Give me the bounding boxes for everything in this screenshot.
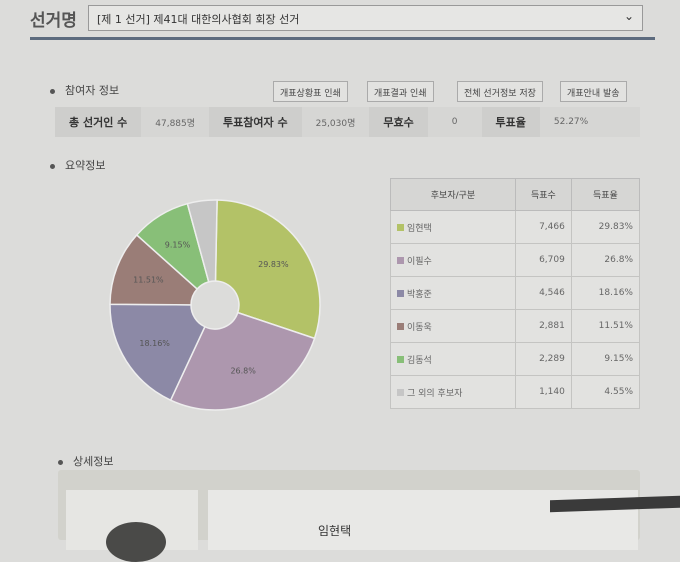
legend-swatch [397, 256, 404, 264]
send-notice-button[interactable]: 개표안내 발송 [560, 81, 627, 102]
turnout-count-label: 투표참여자 수 [209, 107, 302, 137]
legend-swatch [397, 289, 404, 297]
candidate-cell: 이필수 [390, 243, 516, 277]
slice-label: 18.16% [139, 339, 170, 348]
col-pct: 득표율 [570, 178, 641, 211]
table-row: 임현택 7,466 29.83% [390, 210, 641, 244]
election-select-value: [제 1 선거] 제41대 대한의사협회 회장 선거 [97, 13, 300, 26]
candidate-name: 이필수 [407, 256, 432, 267]
candidate-cell: 임현택 [390, 210, 516, 244]
slice-label: 11.51% [133, 275, 164, 284]
print-status-button[interactable]: 개표상황표 인쇄 [273, 81, 348, 102]
candidate-cell: 그 외의 후보자 [390, 375, 516, 409]
pct-cell: 9.15% [570, 342, 641, 376]
legend-swatch [397, 355, 404, 363]
votes-cell: 2,289 [515, 342, 572, 376]
pct-cell: 4.55% [570, 375, 641, 409]
invalid-value: 0 [451, 117, 458, 127]
table-row: 이동욱 2,881 11.51% [390, 309, 641, 343]
detail-title: 상세정보 [58, 453, 113, 469]
participants-title: 참여자 정보 [50, 82, 119, 98]
table-row: 그 외의 후보자 1,140 4.55% [390, 375, 641, 409]
pie-slice [109, 303, 206, 402]
slice-label: 9.15% [165, 240, 191, 249]
votes-cell: 1,140 [515, 375, 572, 409]
summary-title: 요약정보 [50, 157, 105, 173]
print-result-button[interactable]: 개표결과 인쇄 [367, 81, 434, 102]
candidate-cell: 김동석 [390, 342, 516, 376]
candidate-name: 김동석 [407, 355, 432, 366]
donut-chart: 29.83% 26.8% 18.16% 11.51% 9.15% [109, 199, 321, 411]
votes-cell: 4,546 [515, 276, 572, 310]
total-voters-label: 총 선거인 수 [55, 107, 142, 137]
pct-cell: 18.16% [570, 276, 641, 310]
legend-swatch [397, 388, 404, 396]
election-select[interactable]: [제 1 선거] 제41대 대한의사협회 회장 선거 ⌄ [88, 5, 643, 31]
table-row: 이필수 6,709 26.8% [390, 243, 641, 277]
col-votes: 득표수 [515, 178, 572, 211]
header-divider [30, 37, 655, 40]
invalid-label: 무효수 [369, 107, 428, 137]
total-voters-value: 47,885명 [155, 118, 196, 129]
candidate-name: 임현택 [407, 223, 432, 234]
col-candidate: 후보자/구분 [390, 178, 516, 211]
pie-slice [169, 311, 316, 411]
candidate-cell: 박홍준 [390, 276, 516, 310]
candidate-name: 박홍준 [407, 289, 432, 300]
candidate-cell: 이동욱 [390, 309, 516, 343]
table-row: 김동석 2,289 9.15% [390, 342, 641, 376]
slice-label: 29.83% [258, 260, 289, 269]
turnout-count-value: 25,030명 [315, 118, 356, 129]
turnout-rate-label: 투표율 [481, 107, 540, 137]
table-row: 박홍준 4,546 18.16% [390, 276, 641, 310]
pct-cell: 11.51% [570, 309, 641, 343]
votes-cell: 6,709 [515, 243, 572, 277]
pie-slice [186, 199, 218, 283]
turnout-rate-value: 52.27% [553, 117, 589, 127]
candidate-photo [66, 490, 198, 562]
candidate-name: 그 외의 후보자 [407, 388, 463, 399]
legend-swatch [397, 322, 404, 330]
pie-slice [214, 199, 321, 340]
votes-cell: 7,466 [515, 210, 572, 244]
candidate-name: 이동욱 [407, 322, 432, 333]
candidate-name: 임현택 [318, 524, 352, 538]
chevron-down-icon: ⌄ [623, 9, 634, 23]
results-table: 후보자/구분 득표수 득표율 임현택 7,466 29.83% 이필수 6,709 26.… [390, 178, 641, 409]
votes-cell: 2,881 [515, 309, 572, 343]
stats-bar: 총 선거인 수 47,885명 투표참여자 수 25,030명 무효수 0 투표율 52… [55, 107, 640, 137]
pct-cell: 29.83% [570, 210, 641, 244]
election-name-label: 선거명 [30, 11, 77, 31]
save-all-button[interactable]: 전체 선거정보 저장 [457, 81, 543, 102]
slice-label: 26.8% [230, 367, 256, 376]
legend-swatch [397, 223, 404, 231]
pct-cell: 26.8% [570, 243, 641, 277]
